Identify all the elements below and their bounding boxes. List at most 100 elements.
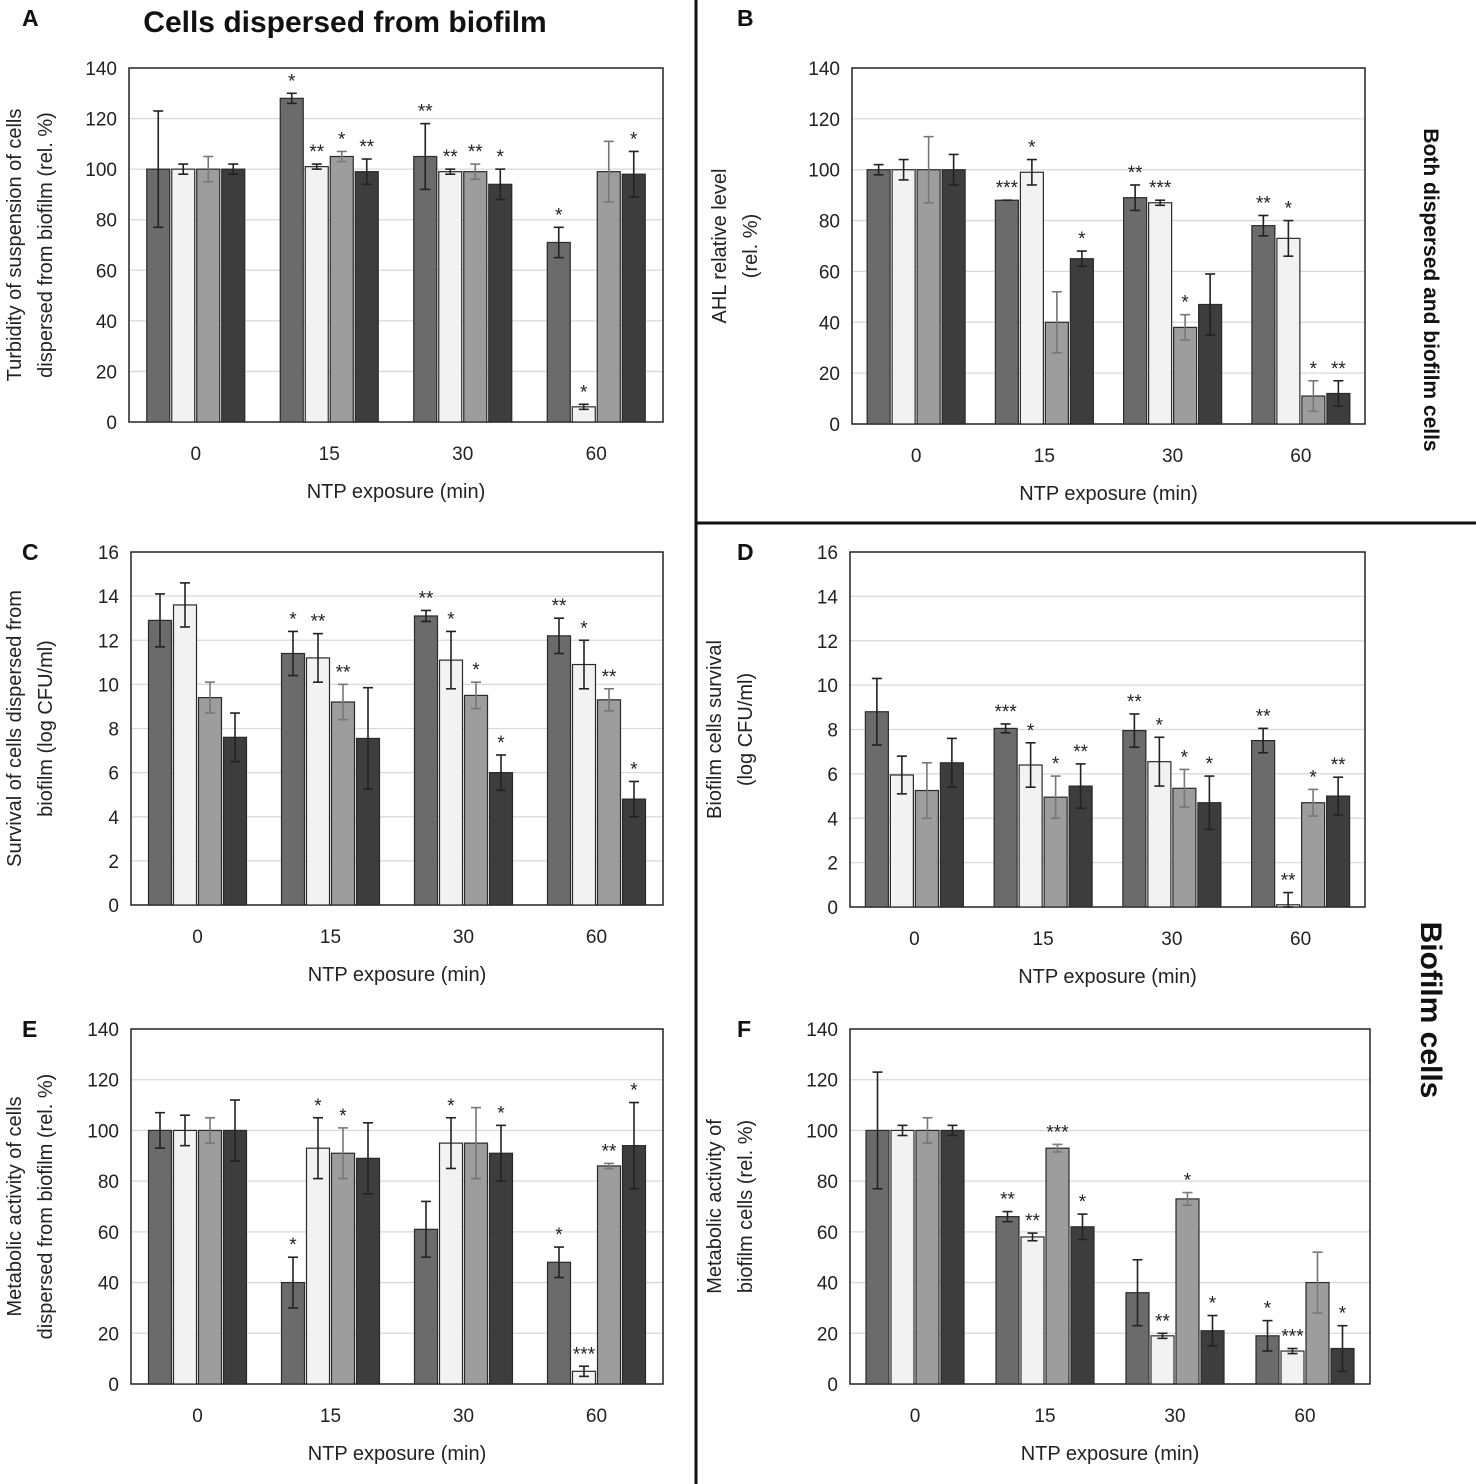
significance-label: * bbox=[447, 609, 455, 630]
bar bbox=[280, 652, 306, 906]
y-tick-label: 2 bbox=[108, 852, 119, 873]
y-tick-label: 0 bbox=[829, 415, 840, 436]
bar bbox=[329, 155, 354, 423]
x-tick-label: 15 bbox=[319, 444, 340, 465]
x-tick-label: 60 bbox=[1290, 446, 1311, 467]
bar bbox=[438, 171, 463, 423]
side-label-bottom: Biofilm cells bbox=[1414, 922, 1447, 1099]
x-axis-title: NTP exposure (min) bbox=[1018, 966, 1197, 988]
significance-label: * bbox=[497, 147, 505, 168]
figure-heading: Cells dispersed from biofilm bbox=[143, 6, 546, 39]
y-tick-label: 40 bbox=[98, 1274, 119, 1295]
y-tick-label: 140 bbox=[808, 59, 840, 80]
significance-label: * bbox=[1310, 359, 1318, 380]
x-tick-label: 30 bbox=[453, 927, 474, 948]
significance-label: ** bbox=[443, 147, 458, 168]
y-axis-title: Metabolic activity of cells bbox=[4, 1096, 26, 1316]
significance-label: *** bbox=[995, 702, 1018, 723]
y-tick-label: 8 bbox=[827, 721, 838, 742]
y-tick-label: 0 bbox=[827, 1375, 838, 1396]
y-tick-label: 16 bbox=[817, 543, 838, 564]
bar bbox=[546, 1261, 572, 1385]
bar bbox=[222, 1129, 248, 1385]
x-tick-label: 15 bbox=[1033, 929, 1054, 950]
y-axis-title: (log CFU/ml) bbox=[735, 673, 757, 786]
y-tick-label: 0 bbox=[108, 1375, 119, 1396]
bar bbox=[889, 774, 914, 908]
significance-label: *** bbox=[996, 178, 1019, 199]
bar bbox=[413, 615, 439, 906]
y-tick-label: 80 bbox=[817, 1172, 838, 1193]
bar bbox=[1070, 1226, 1095, 1385]
plot-frame bbox=[849, 551, 1366, 908]
bar bbox=[1122, 730, 1147, 908]
y-tick-label: 120 bbox=[85, 110, 117, 131]
significance-label: * bbox=[1209, 1294, 1217, 1315]
significance-label: ** bbox=[1256, 193, 1271, 214]
significance-label: *** bbox=[1046, 1122, 1069, 1143]
x-tick-label: 15 bbox=[1034, 446, 1055, 467]
significance-label: * bbox=[288, 71, 296, 92]
y-axis-title: Metabolic activity of bbox=[704, 1119, 726, 1294]
bar bbox=[1069, 258, 1094, 425]
x-tick-label: 0 bbox=[911, 446, 922, 467]
x-tick-label: 60 bbox=[586, 1406, 607, 1427]
x-tick-label: 0 bbox=[192, 1406, 203, 1427]
significance-label: * bbox=[630, 129, 638, 150]
bar bbox=[463, 171, 488, 423]
significance-label: ** bbox=[418, 102, 433, 123]
x-tick-label: 0 bbox=[192, 927, 203, 948]
bar bbox=[305, 657, 331, 906]
significance-label: * bbox=[1027, 721, 1035, 742]
panel-label: D bbox=[737, 539, 754, 565]
y-tick-label: 140 bbox=[806, 1020, 838, 1041]
y-tick-label: 60 bbox=[96, 261, 117, 282]
bar bbox=[147, 619, 173, 906]
y-tick-label: 4 bbox=[108, 808, 119, 829]
significance-label: ** bbox=[309, 142, 324, 163]
significance-label: * bbox=[339, 1106, 347, 1127]
y-axis-title: biofilm cells (rel. %) bbox=[735, 1120, 757, 1293]
y-tick-label: 0 bbox=[106, 413, 117, 434]
significance-label: * bbox=[497, 733, 505, 754]
x-tick-label: 30 bbox=[453, 1406, 474, 1427]
y-axis-title: Survival of cells dispersed from bbox=[4, 590, 26, 867]
bar bbox=[438, 659, 464, 906]
bar bbox=[413, 155, 438, 423]
significance-label: ** bbox=[1127, 692, 1142, 713]
significance-label: ** bbox=[602, 1141, 617, 1162]
bar bbox=[197, 697, 223, 906]
significance-label: * bbox=[580, 618, 588, 639]
bar bbox=[1251, 739, 1276, 908]
y-tick-label: 60 bbox=[98, 1223, 119, 1244]
bar bbox=[1175, 1198, 1200, 1385]
significance-label: * bbox=[1181, 293, 1189, 314]
y-tick-label: 0 bbox=[108, 896, 119, 917]
bar bbox=[940, 1129, 965, 1385]
y-tick-label: 20 bbox=[96, 362, 117, 383]
side-label-top: Both dispersed and biofilm cells bbox=[1419, 128, 1442, 451]
significance-label: ** bbox=[1073, 742, 1088, 763]
panel-label: C bbox=[22, 539, 39, 565]
bar bbox=[1251, 225, 1276, 425]
significance-label: *** bbox=[573, 1344, 596, 1365]
x-tick-label: 60 bbox=[586, 444, 607, 465]
panel-label: A bbox=[22, 5, 39, 31]
significance-label: * bbox=[338, 129, 346, 150]
plot-frame bbox=[130, 551, 664, 906]
x-axis-title: NTP exposure (min) bbox=[308, 964, 487, 986]
bar bbox=[488, 1152, 514, 1385]
y-tick-label: 12 bbox=[817, 632, 838, 653]
y-tick-label: 140 bbox=[87, 1020, 119, 1041]
significance-label: ** bbox=[1256, 706, 1271, 727]
y-tick-label: 16 bbox=[98, 543, 119, 564]
significance-label: * bbox=[1206, 754, 1214, 775]
x-axis-title: NTP exposure (min) bbox=[307, 481, 486, 503]
bar bbox=[1148, 202, 1173, 425]
x-tick-label: 60 bbox=[1290, 929, 1311, 950]
x-tick-label: 60 bbox=[1294, 1406, 1315, 1427]
